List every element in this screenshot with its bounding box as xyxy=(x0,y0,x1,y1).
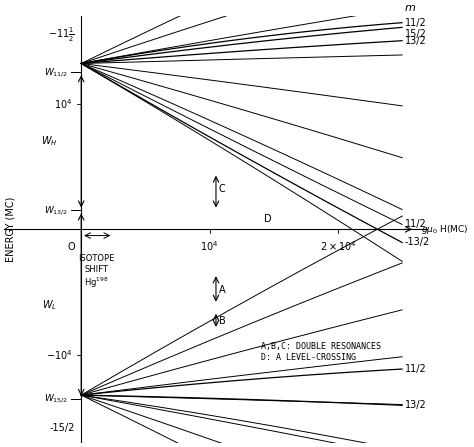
Text: 15/2: 15/2 xyxy=(405,29,427,38)
Text: ISOTOPE
SHIFT
Hg$^{198}$: ISOTOPE SHIFT Hg$^{198}$ xyxy=(78,254,115,290)
Text: 11/2: 11/2 xyxy=(405,17,427,28)
Text: $W_{15/2}$: $W_{15/2}$ xyxy=(44,392,68,405)
Text: D: D xyxy=(264,214,271,224)
Text: 11/2: 11/2 xyxy=(405,219,427,229)
Text: 13/2: 13/2 xyxy=(405,401,427,410)
Text: A: A xyxy=(219,285,225,295)
Text: $g\mu_0$ H(MC): $g\mu_0$ H(MC) xyxy=(421,223,469,236)
Text: 11/2: 11/2 xyxy=(405,364,427,374)
Text: m: m xyxy=(405,3,416,13)
Text: $2\times10^4$: $2\times10^4$ xyxy=(319,239,356,253)
Text: -13/2: -13/2 xyxy=(405,237,430,248)
Text: -15/2: -15/2 xyxy=(49,423,75,433)
Text: $10^4$: $10^4$ xyxy=(201,239,219,253)
Text: C: C xyxy=(219,184,225,194)
Text: 13/2: 13/2 xyxy=(405,36,427,46)
Text: $W_L$: $W_L$ xyxy=(42,298,56,312)
Text: $-10^4$: $-10^4$ xyxy=(46,348,72,362)
Text: $W_{13/2}$: $W_{13/2}$ xyxy=(44,204,68,217)
Text: $W_H$: $W_H$ xyxy=(41,135,57,148)
Text: $W_{11/2}$: $W_{11/2}$ xyxy=(44,66,68,79)
Text: $-11\frac{1}{2}$: $-11\frac{1}{2}$ xyxy=(48,25,75,44)
Text: ENERGY (MC): ENERGY (MC) xyxy=(6,197,16,262)
Text: A,B,C: DOUBLE RESONANCES
D: A LEVEL-CROSSING: A,B,C: DOUBLE RESONANCES D: A LEVEL-CROS… xyxy=(261,342,381,362)
Text: O: O xyxy=(67,242,75,252)
Text: $10^4$: $10^4$ xyxy=(54,97,72,110)
Text: B: B xyxy=(219,316,225,326)
